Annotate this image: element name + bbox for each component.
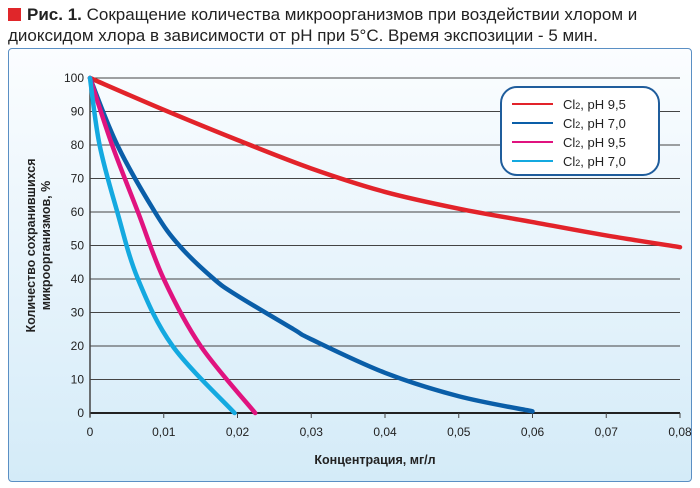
caption-label: Рис. 1. [27, 5, 82, 24]
legend-box [500, 86, 660, 176]
x-tick-label: 0,04 [373, 425, 397, 439]
y-tick-label: 80 [71, 138, 85, 152]
caption-text: Сокращение количества микроорганизмов пр… [8, 5, 638, 45]
x-tick-label: 0,08 [668, 425, 692, 439]
x-tick-label: 0,01 [152, 425, 176, 439]
legend-text: , pH 7,0 [580, 154, 626, 169]
legend-entry: Cl2, pH 7,0 [563, 154, 626, 169]
y-axis-label: Количество сохранившихся [24, 158, 38, 332]
y-tick-label: 10 [71, 373, 85, 387]
legend-text: , pH 7,0 [580, 116, 626, 131]
legend-entry: Cl2, pH 7,0 [563, 116, 626, 131]
series-line-2 [87, 75, 258, 416]
legend-text: Cl [563, 116, 575, 131]
legend-text: , pH 9,5 [580, 135, 626, 150]
y-tick-label: 0 [77, 406, 84, 420]
y-tick-label: 20 [71, 339, 85, 353]
legend-text: Cl [563, 97, 575, 112]
red-square-marker [8, 8, 21, 21]
x-tick-label: 0,07 [595, 425, 619, 439]
legend-entry: Cl2, pH 9,5 [563, 97, 626, 112]
series-line-3 [87, 75, 237, 416]
y-tick-label: 50 [71, 239, 85, 253]
legend-text: , pH 9,5 [580, 97, 626, 112]
x-tick-label: 0 [87, 425, 94, 439]
series-line-1 [87, 75, 535, 414]
legend-entry: Cl2, pH 9,5 [563, 135, 626, 150]
x-tick-label: 0,02 [226, 425, 250, 439]
figure-caption: Рис. 1. Сокращение количества микроорган… [8, 4, 698, 46]
legend-text: 2 [575, 139, 580, 149]
series-line-0 [87, 75, 683, 250]
x-tick-label: 0,03 [300, 425, 324, 439]
y-tick-label: 60 [71, 205, 85, 219]
y-axis-label: микроорганизмов, % [39, 181, 53, 311]
y-tick-label: 70 [71, 172, 85, 186]
legend-text: 2 [575, 101, 580, 111]
x-tick-label: 0,06 [521, 425, 545, 439]
legend-text: 2 [575, 120, 580, 130]
x-tick-label: 0,05 [447, 425, 471, 439]
y-tick-label: 40 [71, 272, 85, 286]
y-tick-label: 90 [71, 105, 85, 119]
y-tick-label: 30 [71, 306, 85, 320]
legend-text: Cl [563, 154, 575, 169]
y-tick-label: 100 [64, 71, 84, 85]
legend-text: 2 [575, 158, 580, 168]
legend-text: Cl [563, 135, 575, 150]
x-axis-label: Концентрация, мг/л [314, 453, 435, 467]
